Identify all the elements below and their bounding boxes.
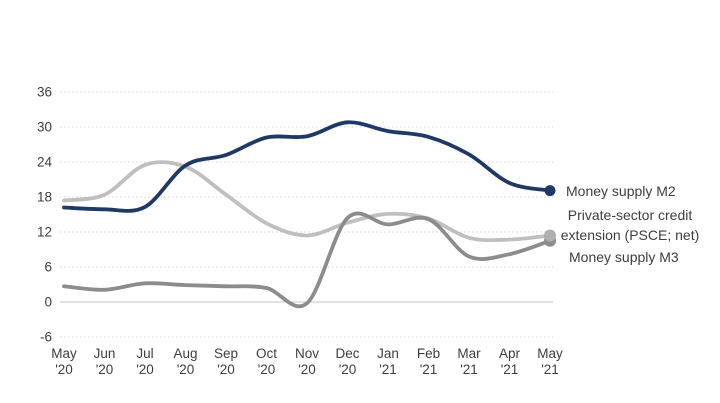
x-axis-tick-label: Jul '20: [136, 346, 154, 377]
y-axis-tick-label: 24: [37, 155, 53, 170]
series-line-private-sector-credit-extension-psce-net: [62, 160, 552, 243]
x-axis-tick-label: Mar '21: [457, 346, 481, 377]
x-axis-tick-label: Sep '20: [214, 346, 238, 377]
series-line-money-supply-m2: [62, 120, 552, 213]
x-axis-tick-label: Feb '21: [417, 346, 440, 377]
series-end-dot-money-supply-m2: [544, 185, 556, 197]
y-axis-tick-label: 12: [37, 225, 52, 240]
y-axis-tick-label: 36: [37, 85, 52, 100]
x-axis-tick-label: Apr '21: [499, 346, 521, 377]
series-label-money-supply-m2: Money supply M2: [566, 183, 676, 199]
series-label-money-supply-m3: Money supply M3: [569, 249, 679, 265]
y-axis-tick-label: 6: [44, 260, 52, 275]
series-label-psce: Private-sector credit extension (PSCE; n…: [550, 206, 710, 245]
x-axis-tick-label: Dec '20: [335, 346, 359, 377]
y-axis-tick-label: -6: [40, 330, 52, 345]
series-end-dot-private-sector-credit-extension-psce-net: [544, 229, 556, 242]
x-axis-tick-label: May '20: [51, 346, 77, 377]
series-label-psce-line2: extension (PSCE; net): [560, 226, 700, 243]
x-axis-tick-label: Oct '20: [256, 346, 277, 377]
x-axis-tick-label: Nov '20: [295, 346, 319, 377]
y-axis-tick-label: 18: [37, 190, 52, 205]
x-axis-tick-label: Jun '20: [94, 346, 116, 377]
x-axis-tick-label: May '21: [537, 346, 563, 377]
series-label-psce-line1: Private-sector credit: [567, 207, 693, 223]
x-axis-tick-label: Aug '20: [173, 346, 197, 377]
series-line-money-supply-m3: [62, 211, 552, 309]
y-axis-tick-label: 30: [37, 120, 52, 135]
x-axis-tick-label: Jan '21: [377, 346, 399, 377]
y-axis-tick-label: 0: [44, 295, 52, 310]
